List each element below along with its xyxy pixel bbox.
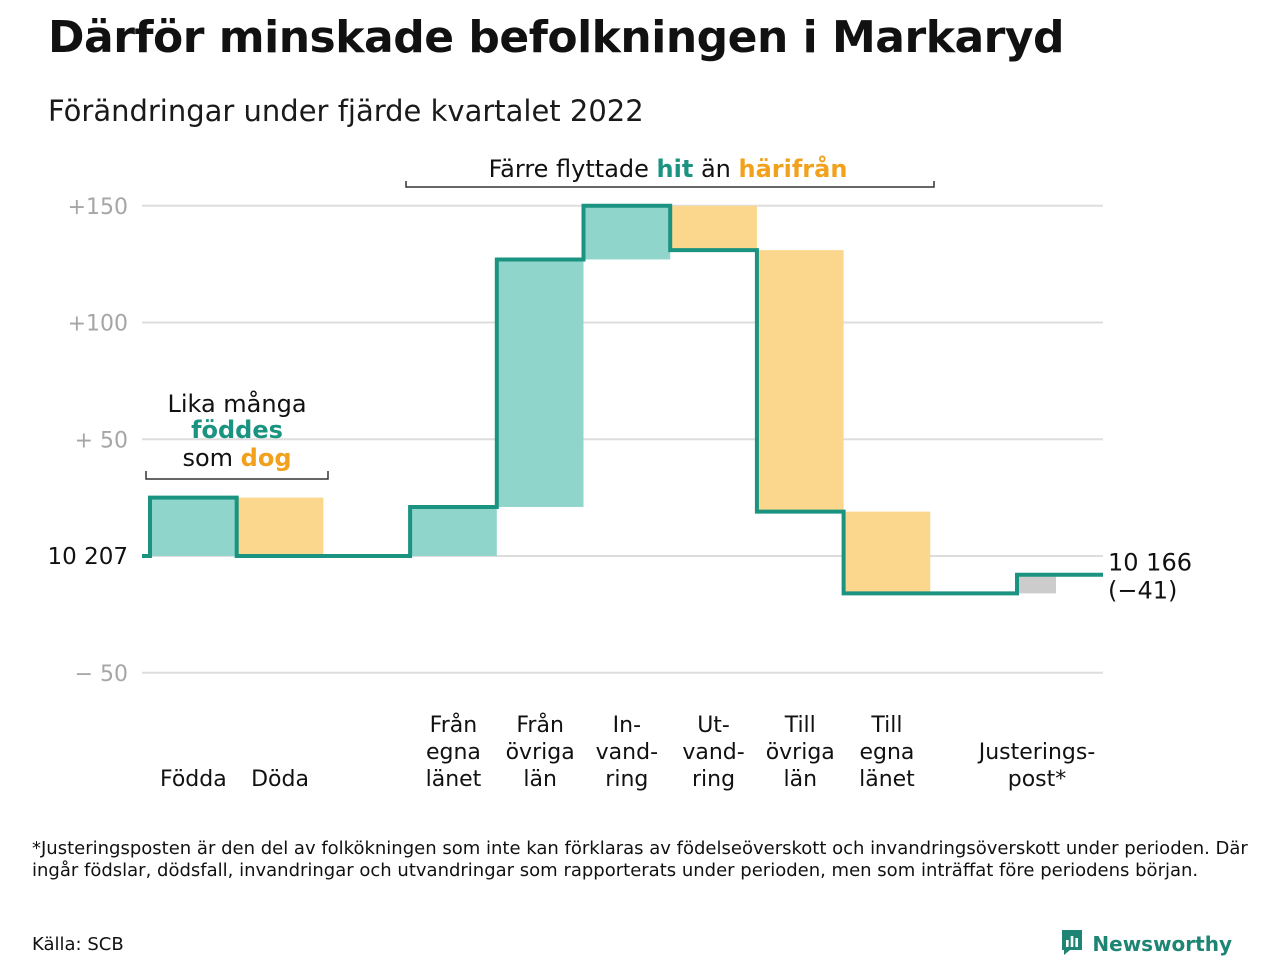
births-deaths-bracket (145, 471, 329, 480)
births-deaths-note: Lika många (167, 389, 306, 418)
category-label: övriga (766, 740, 835, 765)
category-label: Ut- (697, 713, 730, 738)
category-label: Justerings- (977, 740, 1096, 765)
category-label: Till (784, 713, 816, 738)
adjustment-bar (1018, 574, 1056, 594)
category-label: vand- (682, 740, 744, 765)
category-label: Från (516, 712, 564, 738)
category-label: In- (613, 713, 641, 738)
deaths-word: dog (241, 444, 292, 472)
category-label: egna (426, 740, 481, 765)
migration-note-prefix: Färre flyttade (489, 155, 657, 183)
category-label: Från (430, 712, 478, 738)
outflow-bar (843, 511, 931, 594)
inflow-bar (583, 205, 671, 260)
inflow-bar (410, 506, 497, 556)
gridlines (142, 204, 1103, 674)
y-tick-label: + 50 (75, 428, 128, 453)
category-label: Döda (251, 767, 309, 792)
outflow-bar (756, 250, 844, 512)
inflow-bar (150, 497, 237, 556)
brand-logo: Newsworthy (1060, 928, 1232, 960)
newsworthy-logo-icon (1060, 928, 1084, 960)
category-label: egna (859, 740, 914, 765)
chart-title: Därför minskade befolkningen i Markaryd (48, 12, 1065, 63)
brand-name: Newsworthy (1092, 932, 1232, 956)
migration-in-word: hit (657, 155, 694, 183)
category-label: län (523, 767, 557, 792)
migration-out-word: härifrån (739, 154, 848, 183)
category-label: ring (605, 767, 648, 792)
end-change-label: (−41) (1108, 577, 1177, 605)
deaths-note-prefix: som (182, 444, 240, 472)
bars (150, 205, 1056, 594)
y-tick-label: +150 (68, 195, 128, 220)
outflow-bar (670, 205, 757, 251)
migration-note: Färre flyttade hit än härifrån (489, 154, 848, 183)
start-population-label: 10 207 (48, 544, 128, 570)
births-word: föddes (191, 416, 283, 444)
chart-subtitle: Förändringar under fjärde kvartalet 2022 (48, 94, 644, 128)
population-step-line (142, 203, 1103, 596)
y-tick-label: − 50 (75, 662, 128, 687)
category-label: post* (1008, 767, 1067, 792)
y-tick-label: +100 (68, 312, 128, 337)
end-population-label: 10 166 (1108, 549, 1192, 577)
category-label: länet (426, 767, 482, 792)
migration-note-middle: än (693, 155, 738, 183)
category-label: länet (859, 767, 915, 792)
category-label: övriga (506, 740, 575, 765)
footnote: *Justeringsposten är den del av folkökni… (32, 838, 1248, 881)
category-label: vand- (596, 740, 658, 765)
category-label: Födda (160, 767, 227, 792)
source-note: Källa: SCB (32, 934, 124, 955)
population-line (142, 203, 1103, 596)
category-label: Till (870, 713, 902, 738)
category-label: ring (692, 767, 735, 792)
inflow-bar (496, 259, 584, 507)
outflow-bar (236, 497, 324, 556)
category-label: län (783, 767, 817, 792)
migration-bracket (405, 181, 935, 188)
deaths-note: som dog (182, 444, 291, 472)
